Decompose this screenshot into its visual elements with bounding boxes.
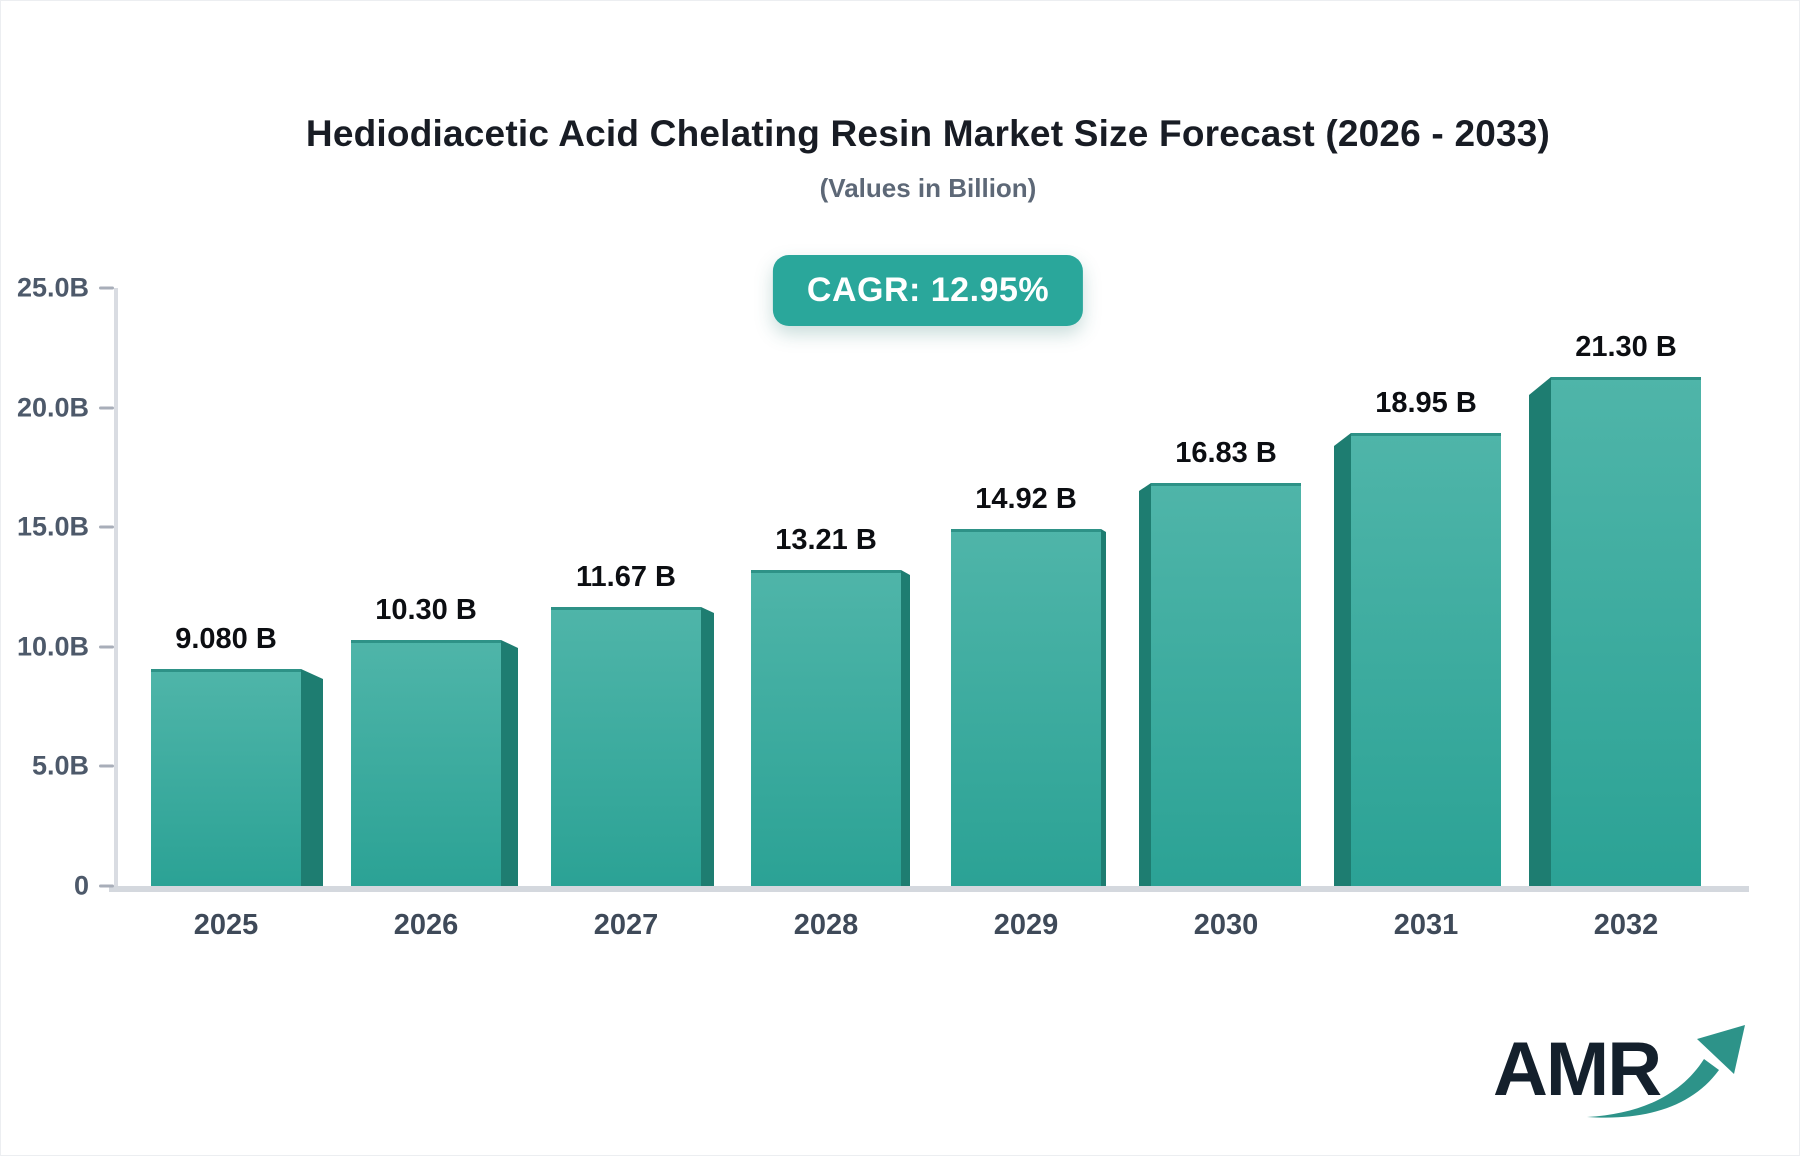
bar-face [751,570,901,886]
y-tick-label: 5.0B [31,750,89,781]
bar-side-face [1139,483,1151,886]
bar-top-edge [1151,483,1301,486]
x-axis-baseline [109,886,1749,892]
bar-value-label-2029: 14.92 B [975,483,1077,515]
bar-value-label-2030: 16.83 B [1175,437,1277,469]
y-tick-label: 25.0B [16,272,89,303]
y-tick-5.0B: 5.0B [1,751,114,782]
y-tick-label: 15.0B [16,511,89,542]
y-tick-mark [99,286,114,290]
y-tick-20.0B: 20.0B [1,392,114,423]
bar-value-label-2032: 21.30 B [1575,331,1677,363]
x-tick-label-2026: 2026 [393,909,459,941]
bar-face [1551,377,1701,886]
chart-title: Hediodiacetic Acid Chelating Resin Marke… [305,113,1551,154]
bar-2027 [551,607,714,886]
y-tick-10.0B: 10.0B [1,631,114,662]
bar-face [1351,433,1501,886]
bar-2030 [1139,483,1301,886]
bar-top-edge [951,529,1101,532]
y-tick-mark [99,645,114,649]
bar-top-edge [1551,377,1701,380]
bar-top-edge [751,570,901,573]
amr-logo-swoosh-arrow-icon [1587,1059,1719,1118]
bar-face [351,640,501,886]
y-tick-mark [99,884,114,888]
x-tick-label-2027: 2027 [593,909,659,941]
chart-subtitle: (Values in Billion) [819,173,1037,203]
bar-face [151,669,301,886]
y-tick-label: 0 [73,870,89,901]
bar-side-face [501,640,518,886]
x-tick-label-2029: 2029 [993,909,1059,941]
cagr-badge: CAGR: 12.95% [772,255,1084,326]
bar-value-label-2028: 13.21 B [775,524,877,556]
bar-2029 [951,529,1106,886]
bar-side-face [701,607,714,886]
bar-value-label-2025: 9.080 B [175,623,277,655]
bar-side-face [901,570,910,886]
x-tick-label-2032: 2032 [1593,909,1659,941]
amr-logo-text: AMR [1493,1027,1661,1112]
bar-2028 [751,570,910,886]
x-tick-label-2025: 2025 [193,909,259,941]
y-tick-mark [99,525,114,529]
y-axis-line [114,288,118,886]
bar-top-edge [351,640,501,643]
bar-face [551,607,701,886]
amr-logo-arrowhead-icon [1697,1025,1745,1074]
bar-2031 [1334,433,1501,886]
bar-side-face [301,669,323,886]
bar-top-edge [551,607,701,610]
bar-side-face [1334,433,1351,886]
bar-face [1151,483,1301,886]
bar-side-face [1101,529,1106,886]
y-tick-label: 20.0B [16,392,89,423]
x-tick-label-2031: 2031 [1393,909,1459,941]
bar-2032 [1529,377,1701,886]
bar-face [951,529,1101,886]
bar-top-edge [151,669,301,672]
bar-value-label-2026: 10.30 B [375,594,477,626]
bar-top-edge [1351,433,1501,436]
x-tick-label-2028: 2028 [793,909,859,941]
y-tick-15.0B: 15.0B [1,512,114,543]
y-tick-0: 0 [1,871,114,902]
bar-2026 [351,640,518,886]
y-tick-label: 10.0B [16,631,89,662]
bar-value-label-2027: 11.67 B [576,561,676,593]
y-tick-mark [99,406,114,410]
amr-logo: AMR [1493,1025,1745,1118]
bar-side-face [1529,377,1551,886]
y-tick-mark [99,764,114,768]
bar-2025 [151,669,323,886]
x-tick-label-2030: 2030 [1193,909,1259,941]
y-tick-25.0B: 25.0B [1,273,114,304]
bar-value-label-2031: 18.95 B [1375,387,1477,419]
